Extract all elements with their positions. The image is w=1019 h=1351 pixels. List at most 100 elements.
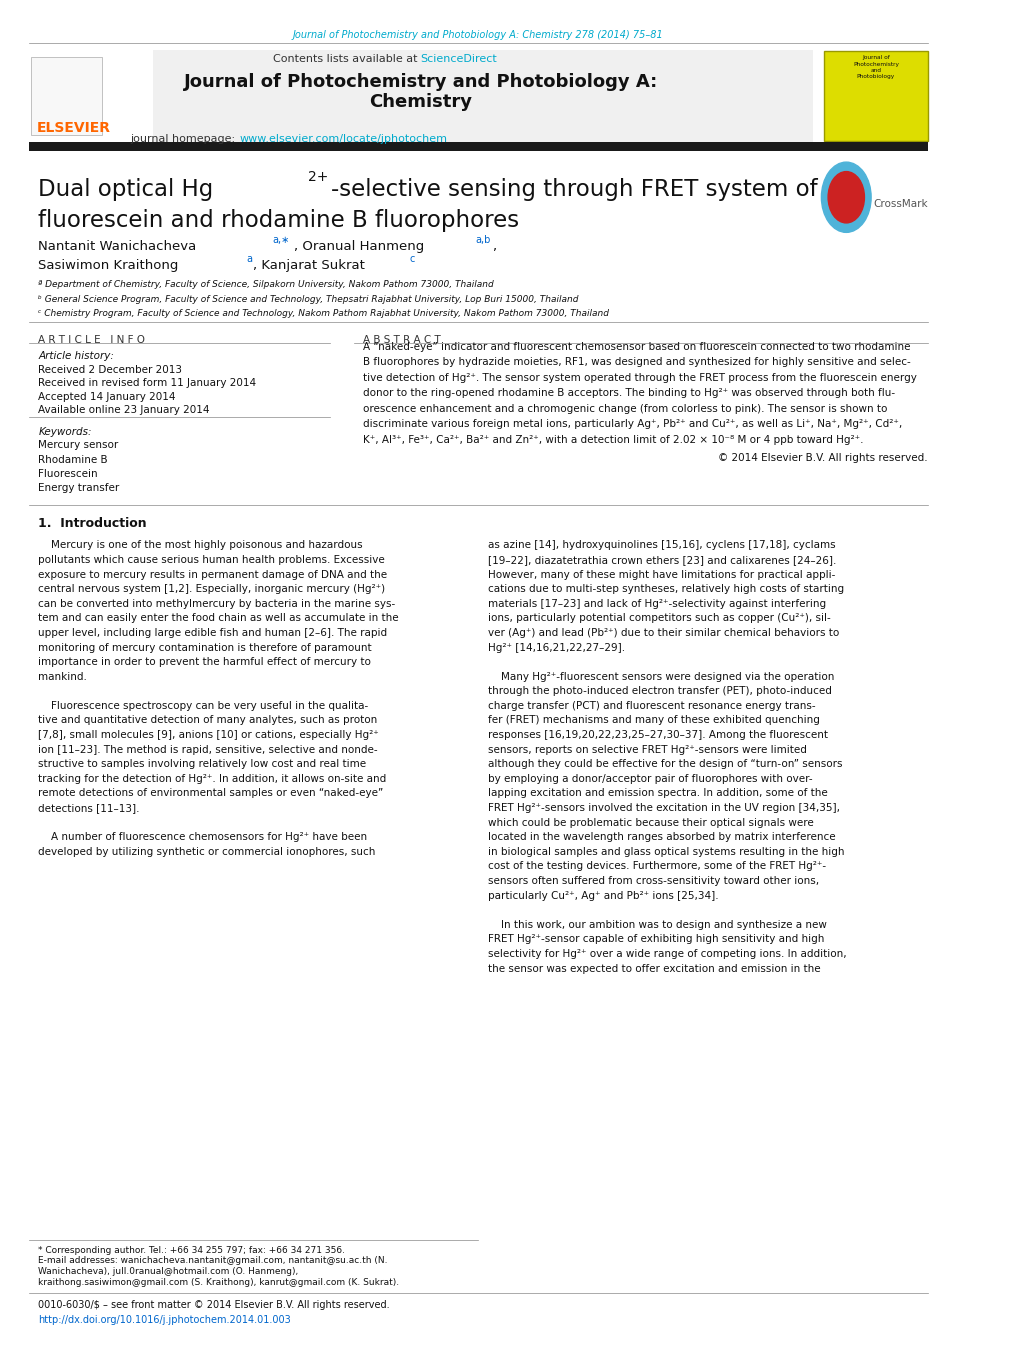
Text: Chemistry: Chemistry [369, 93, 472, 111]
Text: [19–22], diazatetrathia crown ethers [23] and calixarenes [24–26].: [19–22], diazatetrathia crown ethers [23… [487, 555, 836, 565]
Text: kraithong.sasiwimon@gmail.com (S. Kraithong), kanrut@gmail.com (K. Sukrat).: kraithong.sasiwimon@gmail.com (S. Kraith… [38, 1278, 399, 1288]
Text: E-mail addresses: wanichacheva.nantanit@gmail.com, nantanit@su.ac.th (N.: E-mail addresses: wanichacheva.nantanit@… [38, 1256, 387, 1266]
Text: tive detection of Hg²⁺. The sensor system operated through the FRET process from: tive detection of Hg²⁺. The sensor syste… [363, 373, 916, 382]
Text: Article history:: Article history: [38, 351, 114, 361]
Text: exposure to mercury results in permanent damage of DNA and the: exposure to mercury results in permanent… [38, 570, 387, 580]
Text: Journal of
Photochemistry
and
Photobiology: Journal of Photochemistry and Photobiolo… [852, 55, 898, 78]
Text: Fluorescein: Fluorescein [38, 469, 98, 478]
Text: Accepted 14 January 2014: Accepted 14 January 2014 [38, 392, 175, 401]
Text: cost of the testing devices. Furthermore, some of the FRET Hg²⁺-: cost of the testing devices. Furthermore… [487, 862, 825, 871]
Text: ScienceDirect: ScienceDirect [420, 54, 497, 63]
Text: -selective sensing through FRET system of: -selective sensing through FRET system o… [330, 178, 816, 201]
Text: Wanichacheva), jull.0ranual@hotmail.com (O. Hanmeng),: Wanichacheva), jull.0ranual@hotmail.com … [38, 1267, 299, 1277]
Text: c: c [409, 254, 415, 263]
FancyBboxPatch shape [29, 50, 812, 142]
Text: CrossMark: CrossMark [872, 199, 926, 209]
Text: a: a [247, 254, 253, 263]
Text: http://dx.doi.org/10.1016/j.jphotochem.2014.01.003: http://dx.doi.org/10.1016/j.jphotochem.2… [38, 1315, 290, 1324]
Text: can be converted into methylmercury by bacteria in the marine sys-: can be converted into methylmercury by b… [38, 598, 395, 609]
Text: Mercury is one of the most highly poisonous and hazardous: Mercury is one of the most highly poison… [38, 540, 363, 550]
Text: pollutants which cause serious human health problems. Excessive: pollutants which cause serious human hea… [38, 555, 384, 565]
Text: A “naked-eye” indicator and fluorescent chemosensor based on fluorescein connect: A “naked-eye” indicator and fluorescent … [363, 342, 910, 351]
Text: Contents lists available at: Contents lists available at [272, 54, 420, 63]
Text: importance in order to prevent the harmful effect of mercury to: importance in order to prevent the harmf… [38, 657, 371, 667]
Text: structive to samples involving relatively low cost and real time: structive to samples involving relativel… [38, 759, 366, 769]
Text: Received in revised form 11 January 2014: Received in revised form 11 January 2014 [38, 378, 256, 388]
Text: Received 2 December 2013: Received 2 December 2013 [38, 365, 182, 374]
Text: Journal of Photochemistry and Photobiology A:: Journal of Photochemistry and Photobiolo… [183, 73, 657, 91]
Text: ion [11–23]. The method is rapid, sensitive, selective and nonde-: ion [11–23]. The method is rapid, sensit… [38, 744, 377, 755]
Text: detections [11–13].: detections [11–13]. [38, 802, 140, 813]
Text: Sasiwimon Kraithong: Sasiwimon Kraithong [38, 259, 178, 273]
Text: ELSEVIER: ELSEVIER [37, 122, 110, 135]
Text: central nervous system [1,2]. Especially, inorganic mercury (Hg²⁺): central nervous system [1,2]. Especially… [38, 584, 385, 594]
Text: Keywords:: Keywords: [38, 427, 92, 436]
Text: sensors, reports on selective FRET Hg²⁺-sensors were limited: sensors, reports on selective FRET Hg²⁺-… [487, 744, 806, 755]
Text: FRET Hg²⁺-sensors involved the excitation in the UV region [34,35],: FRET Hg²⁺-sensors involved the excitatio… [487, 802, 839, 813]
FancyBboxPatch shape [823, 51, 926, 141]
Text: upper level, including large edible fish and human [2–6]. The rapid: upper level, including large edible fish… [38, 628, 387, 638]
Text: B fluorophores by hydrazide moieties, RF1, was designed and synthesized for high: B fluorophores by hydrazide moieties, RF… [363, 357, 910, 367]
Text: remote detections of environmental samples or even “naked-eye”: remote detections of environmental sampl… [38, 789, 383, 798]
Text: * Corresponding author. Tel.: +66 34 255 797; fax: +66 34 271 356.: * Corresponding author. Tel.: +66 34 255… [38, 1246, 344, 1255]
Text: , Oranual Hanmeng: , Oranual Hanmeng [293, 240, 424, 254]
Text: A B S T R A C T: A B S T R A C T [363, 335, 440, 345]
Text: journal homepage:: journal homepage: [130, 134, 238, 143]
Text: developed by utilizing synthetic or commercial ionophores, such: developed by utilizing synthetic or comm… [38, 847, 375, 857]
FancyBboxPatch shape [29, 50, 153, 142]
Text: tive and quantitative detection of many analytes, such as proton: tive and quantitative detection of many … [38, 716, 377, 725]
Text: tracking for the detection of Hg²⁺. In addition, it allows on-site and: tracking for the detection of Hg²⁺. In a… [38, 774, 386, 784]
Text: ver (Ag⁺) and lead (Pb²⁺) due to their similar chemical behaviors to: ver (Ag⁺) and lead (Pb²⁺) due to their s… [487, 628, 838, 638]
Text: a,b: a,b [475, 235, 490, 245]
Text: Fluorescence spectroscopy can be very useful in the qualita-: Fluorescence spectroscopy can be very us… [38, 701, 368, 711]
Text: charge transfer (PCT) and fluorescent resonance energy trans-: charge transfer (PCT) and fluorescent re… [487, 701, 814, 711]
Text: fer (FRET) mechanisms and many of these exhibited quenching: fer (FRET) mechanisms and many of these … [487, 716, 818, 725]
Text: A number of fluorescence chemosensors for Hg²⁺ have been: A number of fluorescence chemosensors fo… [38, 832, 367, 842]
Text: orescence enhancement and a chromogenic change (from colorless to pink). The sen: orescence enhancement and a chromogenic … [363, 404, 887, 413]
Text: Rhodamine B: Rhodamine B [38, 454, 108, 465]
Text: which could be problematic because their optical signals were: which could be problematic because their… [487, 817, 812, 828]
Text: ions, particularly potential competitors such as copper (Cu²⁺), sil-: ions, particularly potential competitors… [487, 613, 829, 623]
Text: responses [16,19,20,22,23,25–27,30–37]. Among the fluorescent: responses [16,19,20,22,23,25–27,30–37]. … [487, 730, 826, 740]
Text: 1.  Introduction: 1. Introduction [38, 517, 147, 531]
Circle shape [827, 172, 863, 223]
Text: tem and can easily enter the food chain as well as accumulate in the: tem and can easily enter the food chain … [38, 613, 398, 623]
Text: www.elsevier.com/locate/jphotochem: www.elsevier.com/locate/jphotochem [238, 134, 446, 143]
Text: © 2014 Elsevier B.V. All rights reserved.: © 2014 Elsevier B.V. All rights reserved… [717, 453, 926, 463]
Text: 0010-6030/$ – see front matter © 2014 Elsevier B.V. All rights reserved.: 0010-6030/$ – see front matter © 2014 El… [38, 1300, 389, 1309]
Text: Dual optical Hg: Dual optical Hg [38, 178, 213, 201]
Text: sensors often suffered from cross-sensitivity toward other ions,: sensors often suffered from cross-sensit… [487, 875, 818, 886]
Text: through the photo-induced electron transfer (PET), photo-induced: through the photo-induced electron trans… [487, 686, 830, 696]
Text: monitoring of mercury contamination is therefore of paramount: monitoring of mercury contamination is t… [38, 643, 372, 653]
Text: in biological samples and glass optical systems resulting in the high: in biological samples and glass optical … [487, 847, 844, 857]
Text: In this work, our ambition was to design and synthesize a new: In this work, our ambition was to design… [487, 920, 825, 929]
Text: as azine [14], hydroxyquinolines [15,16], cyclens [17,18], cyclams: as azine [14], hydroxyquinolines [15,16]… [487, 540, 835, 550]
Text: particularly Cu²⁺, Ag⁺ and Pb²⁺ ions [25,34].: particularly Cu²⁺, Ag⁺ and Pb²⁺ ions [25… [487, 890, 717, 901]
Text: FRET Hg²⁺-sensor capable of exhibiting high sensitivity and high: FRET Hg²⁺-sensor capable of exhibiting h… [487, 935, 823, 944]
Text: Mercury sensor: Mercury sensor [38, 440, 118, 450]
Text: However, many of these might have limitations for practical appli-: However, many of these might have limita… [487, 570, 835, 580]
Text: Journal of Photochemistry and Photobiology A: Chemistry 278 (2014) 75–81: Journal of Photochemistry and Photobiolo… [292, 30, 662, 39]
Circle shape [820, 162, 870, 232]
Text: materials [17–23] and lack of Hg²⁺-selectivity against interfering: materials [17–23] and lack of Hg²⁺-selec… [487, 598, 825, 609]
FancyBboxPatch shape [31, 57, 102, 135]
Text: donor to the ring-opened rhodamine B acceptors. The binding to Hg²⁺ was observed: donor to the ring-opened rhodamine B acc… [363, 388, 895, 399]
Text: Energy transfer: Energy transfer [38, 482, 119, 493]
Text: A R T I C L E   I N F O: A R T I C L E I N F O [38, 335, 145, 345]
Text: ,: , [492, 240, 496, 254]
Text: Hg²⁺ [14,16,21,22,27–29].: Hg²⁺ [14,16,21,22,27–29]. [487, 643, 625, 653]
Text: ª Department of Chemistry, Faculty of Science, Silpakorn University, Nakom Patho: ª Department of Chemistry, Faculty of Sc… [38, 280, 493, 289]
Text: a,∗: a,∗ [272, 235, 289, 245]
Text: fluorescein and rhodamine B fluorophores: fluorescein and rhodamine B fluorophores [38, 209, 519, 232]
Text: discriminate various foreign metal ions, particularly Ag⁺, Pb²⁺ and Cu²⁺, as wel: discriminate various foreign metal ions,… [363, 419, 902, 430]
Text: [7,8], small molecules [9], anions [10] or cations, especially Hg²⁺: [7,8], small molecules [9], anions [10] … [38, 730, 379, 740]
Text: K⁺, Al³⁺, Fe³⁺, Ca²⁺, Ba²⁺ and Zn²⁺, with a detection limit of 2.02 × 10⁻⁸ M or : K⁺, Al³⁺, Fe³⁺, Ca²⁺, Ba²⁺ and Zn²⁺, wit… [363, 435, 863, 444]
Text: Available online 23 January 2014: Available online 23 January 2014 [38, 405, 210, 415]
Text: although they could be effective for the design of “turn-on” sensors: although they could be effective for the… [487, 759, 842, 769]
Text: mankind.: mankind. [38, 671, 87, 682]
Text: selectivity for Hg²⁺ over a wide range of competing ions. In addition,: selectivity for Hg²⁺ over a wide range o… [487, 948, 846, 959]
Text: ᶜ Chemistry Program, Faculty of Science and Technology, Nakom Pathom Rajabhat Un: ᶜ Chemistry Program, Faculty of Science … [38, 309, 608, 319]
Text: the sensor was expected to offer excitation and emission in the: the sensor was expected to offer excitat… [487, 963, 819, 974]
Text: by employing a donor/acceptor pair of fluorophores with over-: by employing a donor/acceptor pair of fl… [487, 774, 811, 784]
Text: Nantanit Wanichacheva: Nantanit Wanichacheva [38, 240, 197, 254]
